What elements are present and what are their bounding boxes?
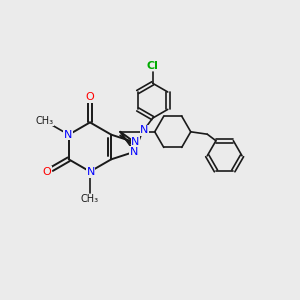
- Text: O: O: [43, 167, 52, 177]
- Text: N: N: [140, 125, 149, 135]
- Text: N: N: [130, 147, 138, 157]
- Text: CH₃: CH₃: [81, 194, 99, 204]
- Text: N: N: [86, 167, 95, 177]
- Text: CH₃: CH₃: [36, 116, 54, 126]
- Text: Cl: Cl: [147, 61, 159, 71]
- Text: O: O: [85, 92, 94, 103]
- Text: N: N: [131, 137, 140, 147]
- Text: N: N: [64, 130, 72, 140]
